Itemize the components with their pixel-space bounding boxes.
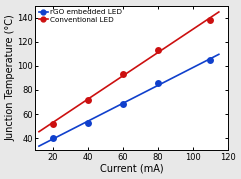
Point — [121, 103, 125, 106]
Point — [156, 49, 160, 52]
Point — [156, 81, 160, 84]
Legend: rGO embedded LED, Conventional LED: rGO embedded LED, Conventional LED — [38, 8, 123, 24]
Point — [208, 58, 212, 61]
Point — [121, 73, 125, 76]
Point — [86, 121, 90, 124]
Y-axis label: Junction Temperature (°C): Junction Temperature (°C) — [6, 14, 16, 141]
Point — [51, 137, 55, 140]
X-axis label: Current (mA): Current (mA) — [100, 163, 163, 173]
Point — [86, 98, 90, 101]
Point — [208, 19, 212, 21]
Point — [51, 122, 55, 125]
